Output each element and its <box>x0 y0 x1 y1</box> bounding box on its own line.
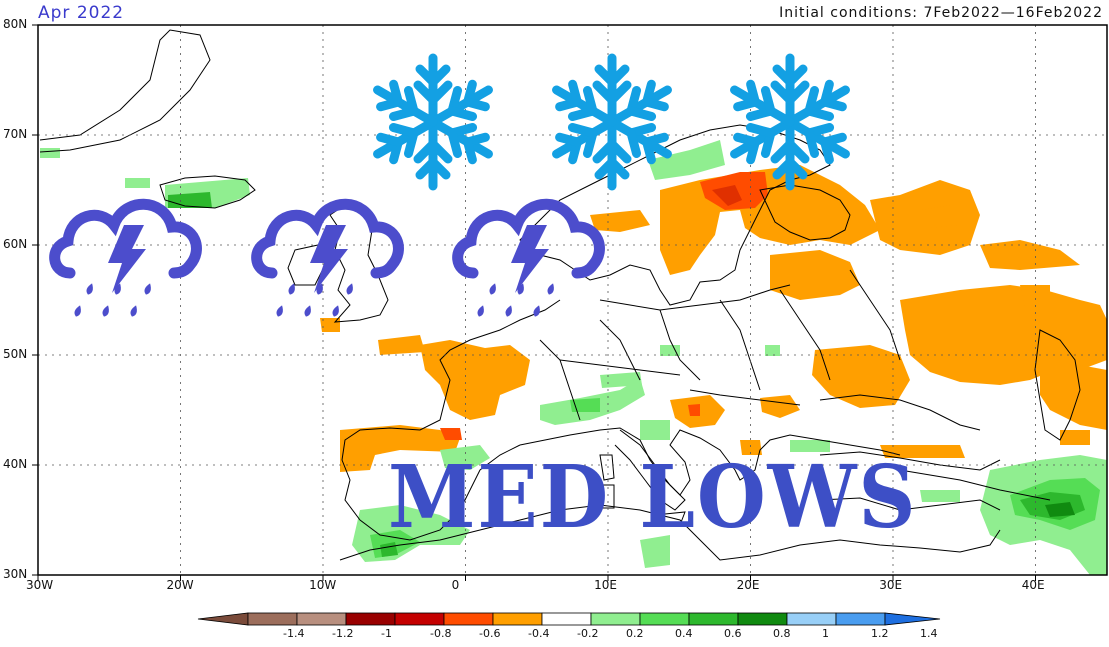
colorbar-label: 1.2 <box>871 627 889 640</box>
colorbar-label: 0.4 <box>675 627 693 640</box>
colorbar-label: -0.4 <box>528 627 550 640</box>
colorbar-segment <box>737 612 788 626</box>
coastlines <box>39 29 1081 561</box>
colorbar-label: -0.8 <box>430 627 452 640</box>
colorbar-segment <box>197 612 249 626</box>
colorbar-label: -1 <box>381 627 392 640</box>
map-frame <box>37 24 1108 576</box>
colorbar <box>197 612 941 626</box>
anomaly-fields <box>40 140 1107 575</box>
latitude-label: 40N <box>3 457 28 471</box>
colorbar-segment <box>590 612 641 626</box>
colorbar-label: -0.6 <box>479 627 501 640</box>
forecast-month-title: Apr 2022 <box>38 3 125 23</box>
colorbar-segment <box>247 612 298 626</box>
colorbar-segment <box>639 612 690 626</box>
longitude-label: 0 <box>451 578 460 592</box>
colorbar-segment <box>835 612 886 626</box>
longitude-label: 30E <box>879 578 903 592</box>
longitude-label: 40E <box>1021 578 1045 592</box>
latitude-label: 30N <box>3 567 28 581</box>
med-lows-banner: MED LOWS <box>388 447 918 548</box>
longitude-label: 20E <box>736 578 760 592</box>
colorbar-segment <box>492 612 543 626</box>
colorbar-segment <box>884 612 941 626</box>
colorbar-segment <box>541 612 592 626</box>
longitude-label: 30W <box>26 578 54 592</box>
longitude-label: 10E <box>594 578 617 592</box>
latitude-label: 60N <box>3 237 28 251</box>
latitude-label: 70N <box>3 127 28 141</box>
colorbar-label: -1.4 <box>283 627 305 640</box>
colorbar-label: 0.8 <box>773 627 791 640</box>
colorbar-segment <box>688 612 739 626</box>
colorbar-segment <box>394 612 445 626</box>
colorbar-label: 1.4 <box>920 627 938 640</box>
longitude-label: 10W <box>309 578 337 592</box>
colorbar-segment <box>345 612 396 626</box>
colorbar-label: 0.6 <box>724 627 742 640</box>
latitude-label: 50N <box>3 347 28 361</box>
colorbar-label: 0.2 <box>626 627 644 640</box>
latitude-label: 80N <box>3 17 28 31</box>
colorbar-segment <box>443 612 494 626</box>
colorbar-label: -0.2 <box>577 627 599 640</box>
longitude-label: 20W <box>166 578 194 592</box>
colorbar-label: 1 <box>822 627 829 640</box>
colorbar-segment <box>786 612 837 626</box>
colorbar-label: -1.2 <box>332 627 354 640</box>
colorbar-segment <box>296 612 347 626</box>
initial-conditions-title: Initial conditions: 7Feb2022—16Feb2022 <box>779 5 1103 21</box>
